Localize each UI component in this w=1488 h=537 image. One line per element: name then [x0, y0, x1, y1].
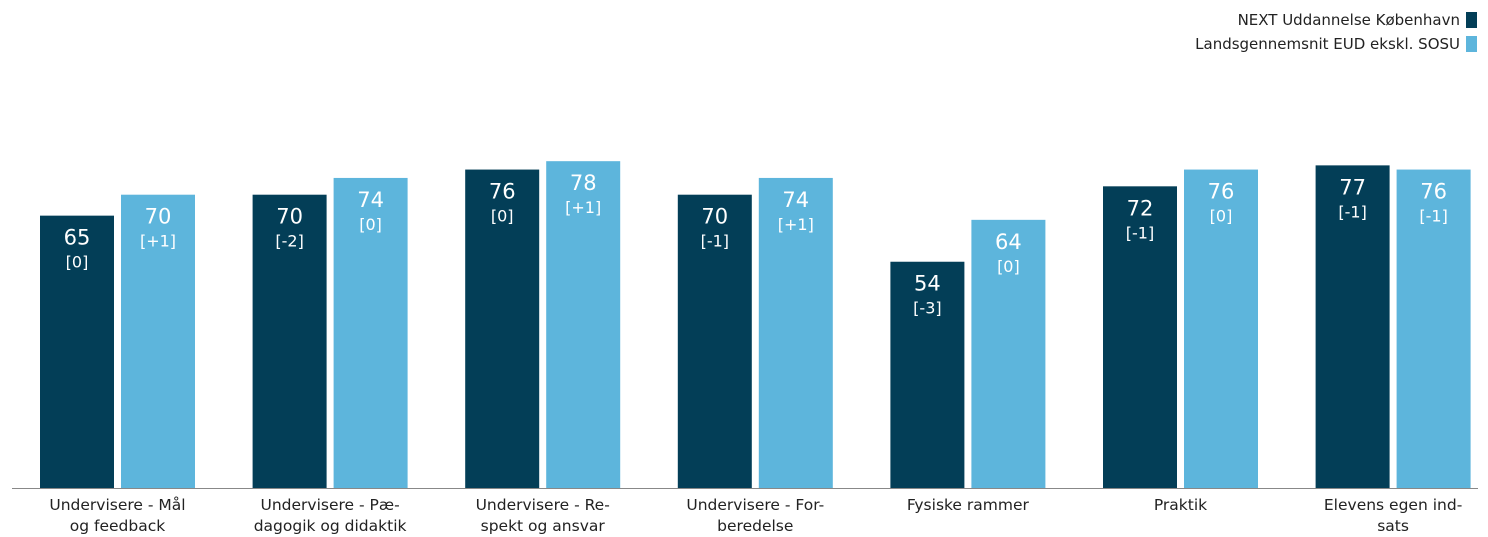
bar-s2-0 — [121, 194, 195, 488]
legend: NEXT Uddannelse København Landsgennemsni… — [1195, 8, 1477, 56]
legend-item-series2: Landsgennemsnit EUD ekskl. SOSU — [1195, 32, 1477, 56]
bar-change-label: [-2] — [275, 232, 303, 251]
bar-change-label: [0] — [66, 253, 89, 272]
bar-value-label: 76 — [1208, 180, 1235, 204]
bar-s1-2 — [465, 169, 540, 488]
x-tick-label: Praktik — [1154, 496, 1207, 514]
bar-s1-1 — [252, 194, 327, 488]
bar-value-label: 76 — [489, 180, 516, 204]
bar-s2-1 — [333, 177, 408, 488]
bar-value-label: 74 — [782, 188, 809, 212]
bar-s1-3 — [677, 194, 752, 488]
bar-s2-4 — [971, 219, 1046, 488]
bar-change-label: [-3] — [913, 299, 941, 318]
bar-value-label: 78 — [570, 171, 597, 195]
bar-value-label: 70 — [276, 205, 303, 229]
x-tick-label: Undervisere - For- — [686, 496, 824, 514]
bar-s1-6 — [1315, 165, 1390, 488]
bar-value-label: 70 — [701, 205, 728, 229]
legend-label-series1: NEXT Uddannelse København — [1237, 11, 1460, 29]
x-tick-label: beredelse — [717, 517, 793, 535]
bar-change-label: [0] — [359, 215, 382, 234]
bar-change-label: [-1] — [701, 232, 729, 251]
bar-value-label: 64 — [995, 230, 1022, 254]
bar-s2-3 — [758, 177, 833, 488]
legend-swatch-series1 — [1466, 12, 1477, 28]
bar-s2-6 — [1396, 169, 1471, 488]
bar-value-label: 65 — [64, 226, 91, 250]
bar-value-label: 76 — [1420, 180, 1447, 204]
bar-change-label: [0] — [1210, 207, 1233, 226]
bar-value-label: 72 — [1127, 196, 1154, 220]
bar-s2-5 — [1184, 169, 1258, 488]
bar-change-label: [+1] — [778, 215, 814, 234]
x-tick-label: spekt og ansvar — [481, 517, 606, 535]
bar-value-label: 74 — [357, 188, 384, 212]
legend-swatch-series2 — [1466, 36, 1477, 52]
bar-change-label: [+1] — [140, 232, 176, 251]
bar-s1-0 — [40, 215, 114, 488]
x-tick-label: sats — [1377, 517, 1409, 535]
bar-change-label: [-1] — [1126, 223, 1154, 242]
x-tick-label: Undervisere - Re- — [476, 496, 610, 514]
x-tick-label: Undervisere - Pæ- — [261, 496, 400, 514]
legend-item-series1: NEXT Uddannelse København — [1195, 8, 1477, 32]
bar-s1-5 — [1103, 186, 1177, 488]
bar-value-label: 54 — [914, 272, 941, 296]
x-tick-label: Fysiske rammer — [907, 496, 1030, 514]
bar-change-label: [+1] — [565, 198, 601, 217]
x-tick-label: dagogik og didaktik — [254, 517, 407, 535]
x-tick-label: Elevens egen ind- — [1324, 496, 1462, 514]
legend-label-series2: Landsgennemsnit EUD ekskl. SOSU — [1195, 35, 1460, 53]
bar-change-label: [0] — [491, 207, 514, 226]
bar-s2-2 — [546, 161, 621, 488]
bar-s1-4 — [890, 261, 965, 488]
x-tick-label: og feedback — [70, 517, 165, 535]
bar-change-label: [0] — [997, 257, 1020, 276]
bar-value-label: 77 — [1339, 175, 1366, 199]
bar-value-label: 70 — [145, 205, 172, 229]
x-tick-label: Undervisere - Mål — [49, 496, 185, 514]
bar-change-label: [-1] — [1338, 202, 1366, 221]
bar-change-label: [-1] — [1419, 207, 1447, 226]
